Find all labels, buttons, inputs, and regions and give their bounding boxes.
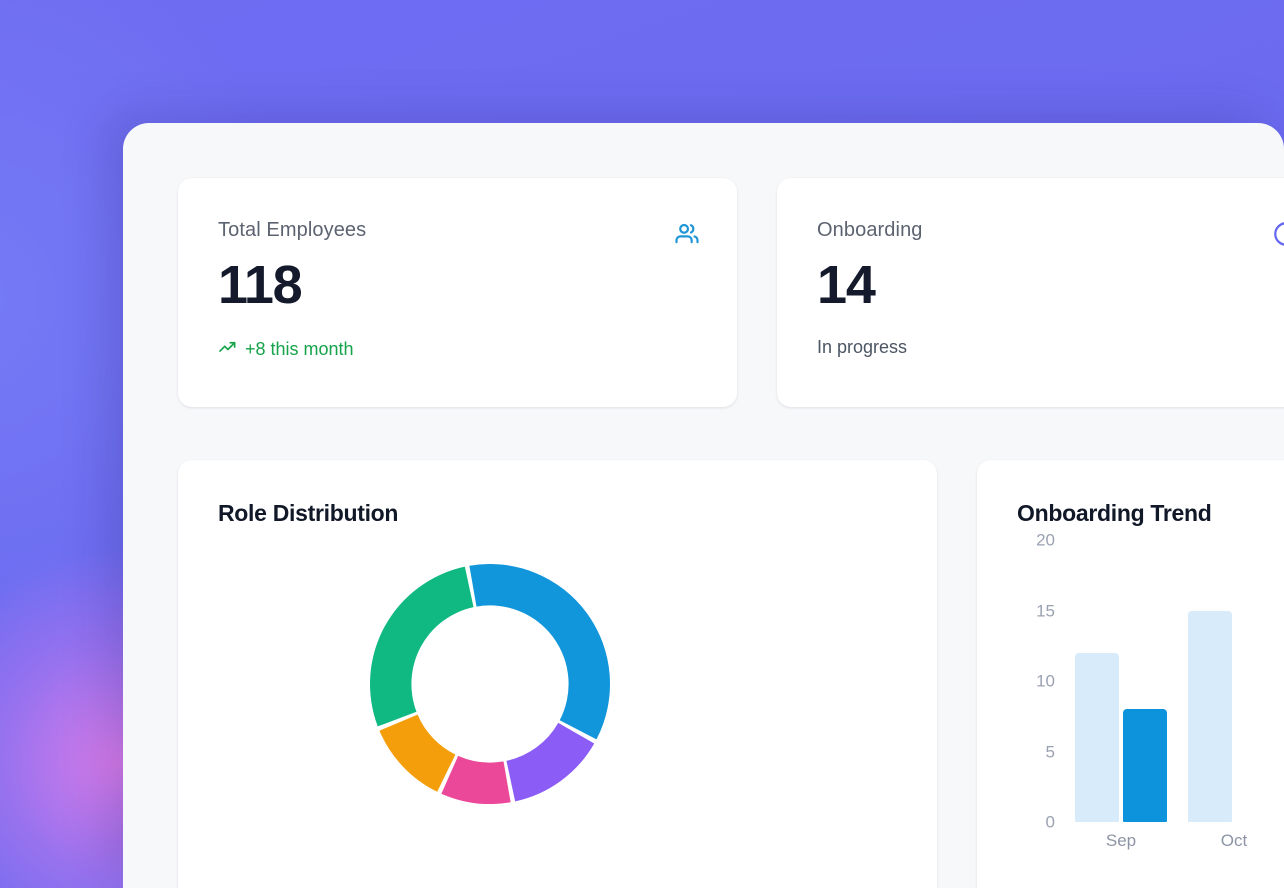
chart-title: Role Distribution: [218, 500, 399, 526]
onboarding-trend-chart[interactable]: 0 5 10 15 20 Sep Oct: [997, 532, 1284, 870]
donut-segment[interactable]: [379, 714, 456, 792]
stat-subtext: In progress: [817, 338, 907, 356]
stat-label: Total Employees: [218, 219, 367, 241]
role-distribution-donut[interactable]: [370, 564, 610, 804]
chart-card-onboarding-trend: Onboarding Trend 0 5 10 15 20 Sep Oct: [977, 460, 1284, 888]
stat-label: Onboarding: [817, 219, 923, 241]
bar-sep-target[interactable]: [1075, 652, 1119, 822]
stat-subtext: +8 this month: [218, 338, 354, 360]
stat-card-header: Total Employees: [218, 220, 701, 248]
stat-value: 14: [817, 255, 876, 315]
chart-title: Onboarding Trend: [1017, 500, 1212, 526]
stat-card-header: Onboarding: [817, 220, 1284, 248]
bar-sep-actual[interactable]: [1123, 709, 1167, 822]
y-axis-tick: 15: [1036, 601, 1055, 620]
stat-card-total-employees[interactable]: Total Employees 118 +8 this month: [178, 178, 737, 407]
bar-oct-target[interactable]: [1188, 610, 1232, 822]
y-axis: 0 5 10 15 20: [997, 532, 1055, 831]
y-axis-tick: 5: [1045, 742, 1055, 761]
stat-subtext-label: +8 this month: [245, 339, 354, 359]
clock-icon: [1272, 220, 1284, 248]
dashboard-panel: Total Employees 118 +8 this month: [123, 123, 1284, 888]
donut-segment[interactable]: [469, 564, 610, 740]
x-axis-label: Oct: [1220, 831, 1248, 850]
trending-up-icon: [218, 338, 237, 360]
y-axis-tick: 20: [1036, 530, 1055, 550]
donut-segment[interactable]: [370, 566, 474, 727]
donut-svg: [370, 564, 610, 804]
stat-value: 118: [218, 255, 303, 315]
y-axis-tick: 10: [1036, 671, 1055, 691]
users-icon: [673, 220, 701, 248]
x-axis-label: Sep: [1105, 831, 1137, 850]
stat-card-onboarding[interactable]: Onboarding 14 In progress: [777, 178, 1284, 407]
donut-segment[interactable]: [506, 722, 595, 802]
stat-subtext-label: In progress: [817, 337, 908, 357]
donut-segment[interactable]: [441, 755, 511, 804]
plot-area: Sep Oct: [1069, 540, 1284, 849]
chart-card-role-distribution: Role Distribution: [178, 460, 937, 888]
y-axis-tick: 0: [1045, 812, 1055, 832]
